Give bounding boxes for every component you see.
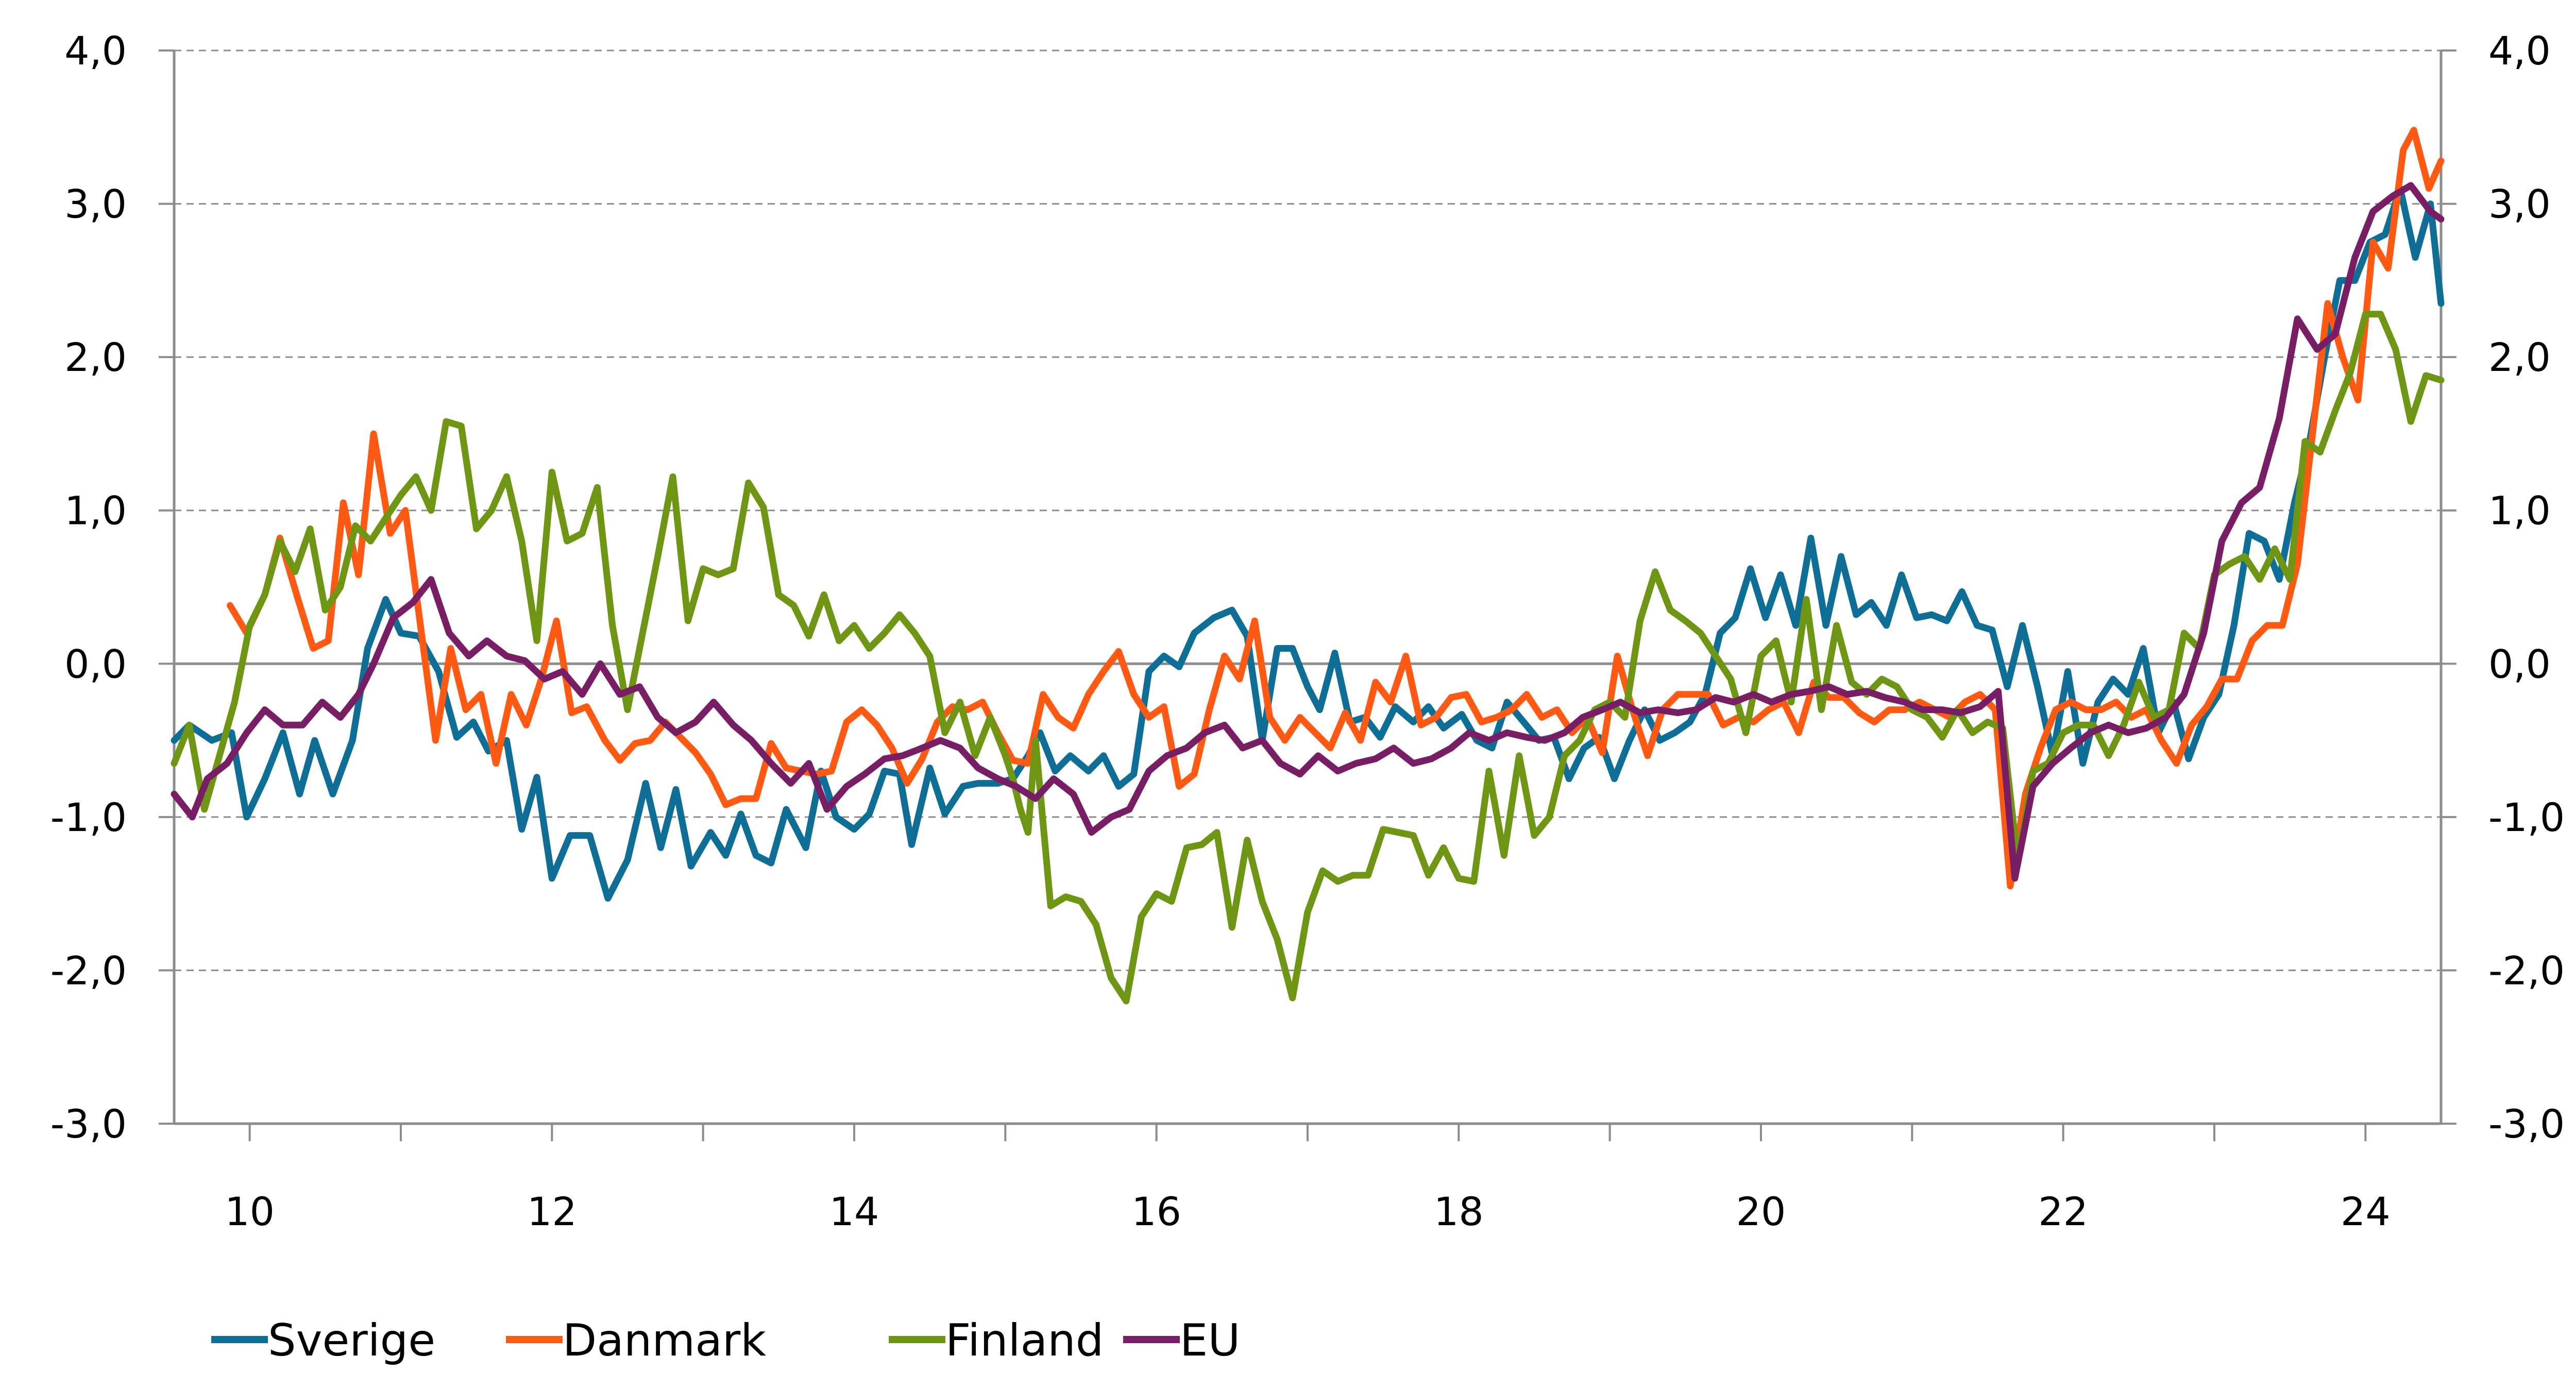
x-tick-label: 24	[2341, 1189, 2391, 1234]
axes: -3,0 -3,0 -2,0 -2,0 -1,0 -1,0 0,0 0,0 1,0 1,0 2,0 2…	[50, 28, 2565, 1234]
x-tick-label: 12	[527, 1189, 577, 1234]
y-tick-label-right: 0,0	[2488, 641, 2551, 687]
y-tick-label-left: 2,0	[64, 334, 127, 380]
series-line-danmark	[227, 127, 2445, 890]
y-tick-label-left: 3,0	[64, 181, 127, 227]
y-tick-label-right: 3,0	[2488, 181, 2551, 227]
series-lines	[171, 127, 2445, 1005]
y-tick-label-left: 4,0	[64, 28, 127, 74]
series-line-finland	[171, 311, 2445, 1005]
x-tick-label: 22	[2038, 1189, 2088, 1234]
y-tick-label-right: -2,0	[2488, 947, 2565, 993]
y-tick-label-left: 1,0	[64, 488, 127, 534]
x-tick-label: 14	[829, 1189, 879, 1234]
y-tick-label-right: 4,0	[2488, 28, 2551, 74]
legend-label-finland: Finland	[945, 1315, 1104, 1366]
y-tick-label-right: 2,0	[2488, 334, 2551, 380]
y-tick-label-right: -1,0	[2488, 794, 2565, 840]
legend-label-sverige: Sverige	[268, 1315, 435, 1366]
y-tick-label-right: 1,0	[2488, 488, 2551, 534]
y-tick-label-right: -3,0	[2488, 1101, 2565, 1147]
legend-label-danmark: Danmark	[563, 1315, 766, 1366]
y-tick-label-left: -3,0	[50, 1101, 127, 1147]
x-tick-label: 10	[225, 1189, 275, 1234]
y-tick-label-left: -1,0	[50, 794, 127, 840]
legend: Sverige Danmark Finland EU	[211, 1315, 1240, 1366]
series-line-sverige	[171, 185, 2445, 902]
x-tick-label: 18	[1434, 1189, 1484, 1234]
y-tick-label-left: -2,0	[50, 947, 127, 993]
y-tick-label-left: 0,0	[64, 641, 127, 687]
legend-label-eu: EU	[1180, 1315, 1240, 1366]
gridlines	[174, 49, 2441, 971]
x-tick-label: 16	[1131, 1189, 1181, 1234]
x-tick-label: 20	[1736, 1189, 1786, 1234]
series-line-eu	[171, 182, 2445, 882]
